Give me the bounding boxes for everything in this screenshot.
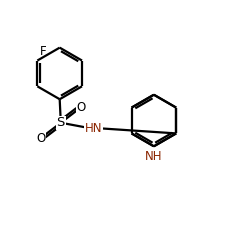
Text: S: S	[57, 116, 65, 129]
Text: NH: NH	[145, 150, 163, 163]
Text: F: F	[40, 45, 47, 58]
Text: O: O	[76, 101, 85, 114]
Text: O: O	[36, 132, 45, 145]
Text: HN: HN	[85, 122, 102, 135]
